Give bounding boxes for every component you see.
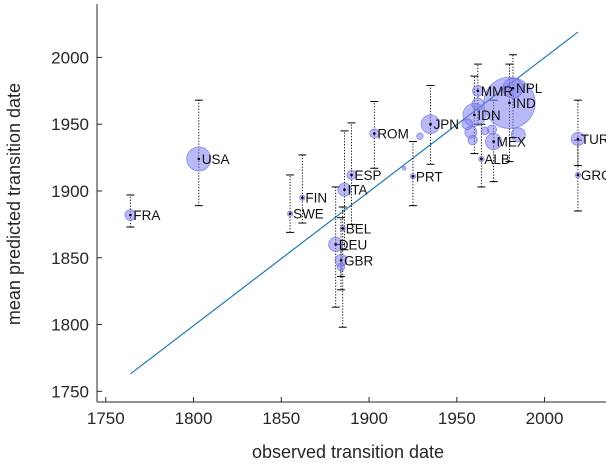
label-deu: DEU — [339, 237, 368, 252]
label-tur: TUR — [581, 132, 606, 147]
marker-usa — [197, 157, 201, 161]
axes: 1750 1800 1850 1900 1950 2000 1750 1800 1850 1900… — [51, 4, 606, 428]
label-ita: ITA — [347, 183, 367, 198]
x-axis-label: observed transition date — [252, 442, 444, 462]
marker-fin — [301, 196, 304, 199]
y-axis-label: mean predicted transition date — [4, 83, 24, 325]
y-tick-label-1750: 1750 — [51, 382, 89, 401]
label-idn: IDN — [477, 108, 500, 123]
x-tick-label-2000: 2000 — [526, 409, 564, 428]
marker-swe — [288, 212, 292, 215]
marker-npl — [511, 86, 515, 90]
label-fin: FIN — [305, 191, 327, 206]
marker-bel — [341, 227, 345, 230]
marker-fra — [129, 213, 132, 217]
label-mex: MEX — [497, 135, 526, 150]
marker-ind — [508, 101, 511, 105]
marker-ita — [343, 188, 346, 191]
label-fra: FRA — [133, 208, 160, 223]
label-swe: SWE — [293, 207, 324, 222]
marker-jpn — [429, 122, 432, 126]
marker-mmr — [476, 89, 480, 93]
bubble-point-18 — [467, 135, 478, 146]
x-tick-label-1950: 1950 — [438, 409, 476, 428]
bubble-layer — [124, 76, 585, 272]
label-usa: USA — [202, 152, 230, 167]
x-tick-label-1800: 1800 — [175, 409, 213, 428]
bubble-point-20 — [480, 126, 490, 136]
bubble-point-16 — [461, 118, 474, 131]
label-prt: PRT — [416, 169, 443, 184]
marker-mex — [492, 140, 495, 143]
x-tick-label-1850: 1850 — [262, 409, 300, 428]
label-jpn: JPN — [433, 117, 459, 132]
bubble-point-25 — [510, 127, 526, 143]
marker-alb — [480, 157, 483, 161]
label-esp: ESP — [355, 168, 382, 183]
marker-tur — [576, 137, 580, 141]
marker-idn — [473, 113, 476, 117]
marker-grc — [576, 173, 580, 177]
bubble-point-9 — [336, 262, 346, 272]
y-tick-label-1900: 1900 — [51, 182, 89, 201]
marker-gbr — [339, 259, 343, 262]
label-mmr: MMR — [481, 84, 513, 99]
label-bel: BEL — [346, 221, 372, 236]
marker-esp — [350, 173, 353, 177]
label-gbr: GBR — [344, 253, 374, 268]
y-tick-label-2000: 2000 — [51, 48, 89, 67]
y-tick-label-1850: 1850 — [51, 249, 89, 268]
bubble-point-19 — [471, 97, 485, 111]
x-tick-label-1750: 1750 — [87, 409, 125, 428]
x-tick-label-1900: 1900 — [350, 409, 388, 428]
label-rom: ROM — [377, 127, 409, 142]
y-tick-label-1950: 1950 — [51, 115, 89, 134]
label-ind: IND — [512, 96, 536, 111]
marker-rom — [373, 132, 376, 135]
bubble-point-13 — [416, 132, 424, 140]
marker-deu — [334, 243, 338, 246]
label-alb: ALB — [484, 152, 510, 167]
label-grc: GRC — [581, 168, 606, 183]
y-tick-label-1800: 1800 — [51, 316, 89, 335]
bubble-point-11 — [401, 165, 407, 171]
label-npl: NPL — [516, 81, 543, 96]
marker-prt — [411, 174, 415, 178]
